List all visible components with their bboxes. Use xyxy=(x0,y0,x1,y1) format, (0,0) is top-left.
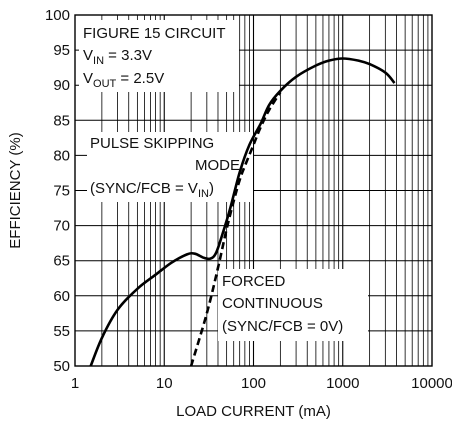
x-tick-label: 1 xyxy=(71,375,79,392)
circuit-annotation-vout: VOUT = 2.5V xyxy=(83,70,164,90)
series-layer xyxy=(89,57,396,367)
forced-annotation-bg xyxy=(218,269,368,341)
circuit-annotation-line1: FIGURE 15 CIRCUIT xyxy=(83,25,226,42)
plot-border xyxy=(74,14,433,367)
circuit-annotation-vin: VIN = 3.3V xyxy=(83,47,152,67)
x-tick-label: 1000 xyxy=(326,375,359,392)
pulse-annotation-line3: (SYNC/FCB = VIN) xyxy=(90,180,214,200)
y-tick-label: 95 xyxy=(53,42,70,59)
y-tick-label: 65 xyxy=(53,253,70,270)
pulse-annotation-bg xyxy=(87,132,253,202)
y-tick-label: 100 xyxy=(45,7,70,24)
x-tick-label: 10000 xyxy=(411,375,452,392)
forced-annotation-line2: CONTINUOUS xyxy=(222,295,323,312)
forced-annotation-line3: (SYNC/FCB = 0V) xyxy=(222,318,343,335)
y-tick-label: 90 xyxy=(53,77,70,94)
pulse-annotation-line1: PULSE SKIPPING xyxy=(90,135,214,152)
circuit-annotation-bg xyxy=(79,20,239,92)
x-tick-label: 100 xyxy=(241,375,266,392)
y-tick-label: 85 xyxy=(53,112,70,129)
y-tick-label: 75 xyxy=(53,183,70,200)
x-axis-label: LOAD CURRENT (mA) xyxy=(176,403,331,420)
x-tick-label: 10 xyxy=(156,375,173,392)
y-tick-label: 70 xyxy=(53,218,70,235)
y-tick-label: 55 xyxy=(53,323,70,340)
y-tick-labels: 50 55 60 65 70 75 80 85 90 95 100 xyxy=(45,7,70,375)
forced-annotation-line1: FORCED xyxy=(222,273,286,290)
forced-continuous-curve xyxy=(189,91,282,367)
pulse-skipping-curve xyxy=(89,57,396,367)
y-tick-label: 50 xyxy=(53,358,70,375)
y-axis-label: EFFICIENCY (%) xyxy=(7,132,24,248)
y-tick-label: 60 xyxy=(53,288,70,305)
x-tick-labels: 1 10 100 1000 10000 xyxy=(71,375,452,392)
y-tick-label: 80 xyxy=(53,147,70,164)
pulse-annotation-line2: MODE xyxy=(195,157,240,174)
